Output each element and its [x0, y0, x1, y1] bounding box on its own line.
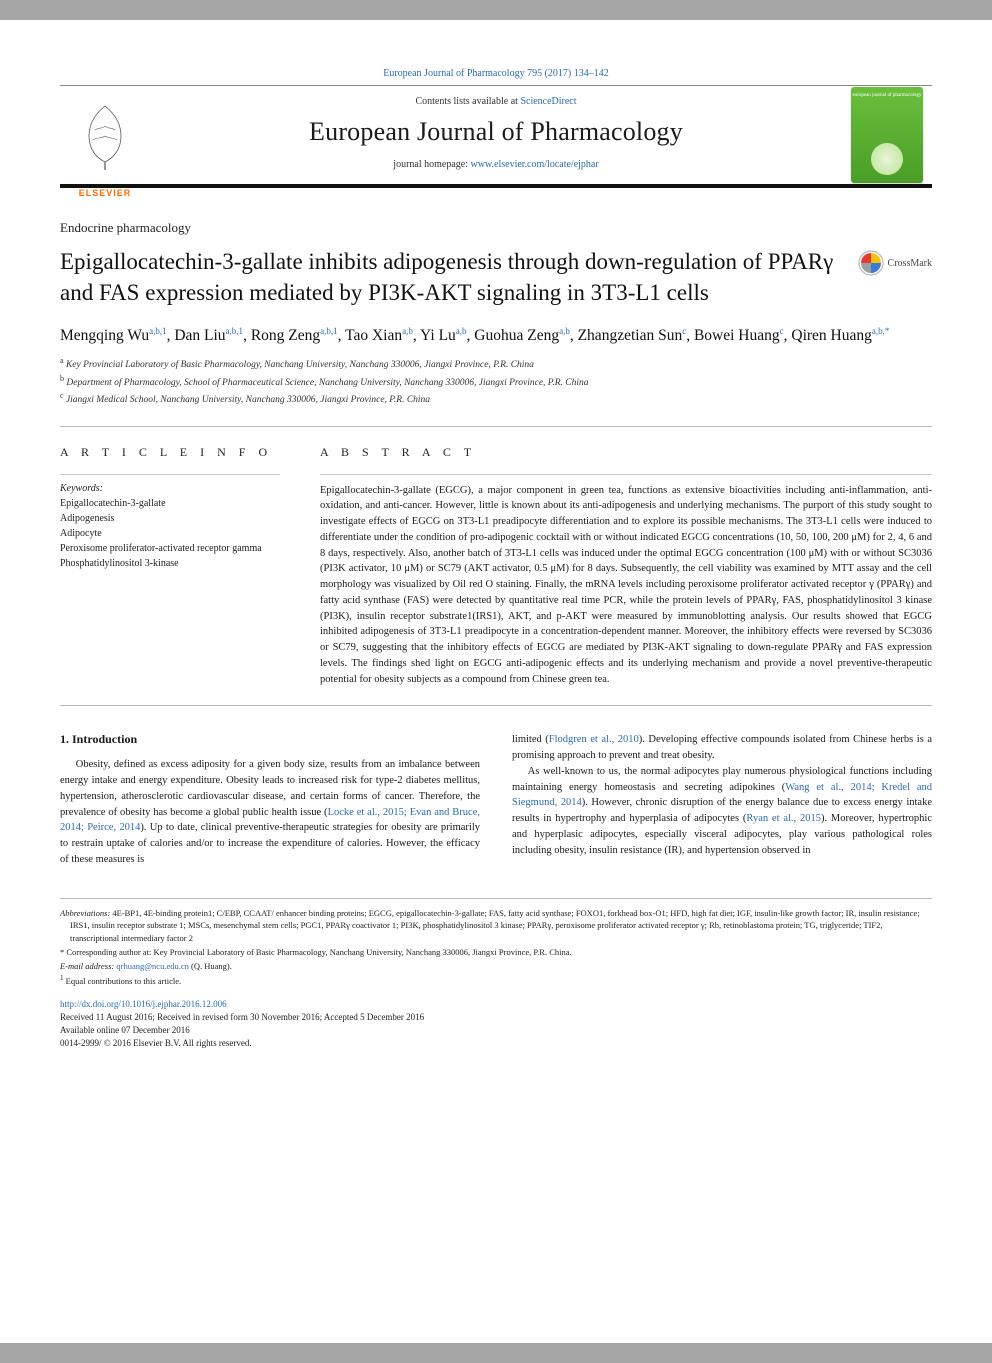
- author-list: Mengqing Wua,b,1, Dan Liua,b,1, Rong Zen…: [60, 324, 932, 347]
- history-line: Received 11 August 2016; Received in rev…: [60, 1011, 932, 1024]
- email-tail: (Q. Huang).: [189, 961, 232, 971]
- journal-name: European Journal of Pharmacology: [150, 117, 842, 147]
- keyword-item: Phosphatidylinositol 3-kinase: [60, 556, 280, 571]
- abbrev-text: 4E-BP1, 4E-binding protein1; C/EBP, CCAA…: [70, 908, 920, 944]
- cover-thumb-box: european journal of pharmacology: [842, 86, 932, 184]
- masthead-center: Contents lists available at ScienceDirec…: [150, 86, 842, 184]
- keyword-item: Adipogenesis: [60, 511, 280, 526]
- intro-text: limited (: [512, 734, 549, 745]
- abstract-col: A B S T R A C T Epigallocatechin-3-galla…: [320, 445, 932, 688]
- rule: [60, 426, 932, 427]
- article-title: Epigallocatechin-3-gallate inhibits adip…: [60, 246, 838, 308]
- citation-link[interactable]: Ryan et al., 2015: [746, 813, 821, 824]
- sciencedirect-link[interactable]: ScienceDirect: [520, 96, 576, 107]
- cover-text: european journal of pharmacology: [851, 93, 923, 99]
- history-line: 0014-2999/ © 2016 Elsevier B.V. All righ…: [60, 1037, 932, 1050]
- elsevier-wordmark-visible: ELSEVIER: [60, 188, 150, 198]
- sub-rule: [320, 474, 932, 475]
- masthead: Contents lists available at ScienceDirec…: [60, 85, 932, 188]
- equal-contrib-footnote: 1 Equal contributions to this article.: [60, 973, 932, 988]
- corr-text: Key Provincial Laboratory of Basic Pharm…: [153, 947, 571, 957]
- keyword-item: Epigallocatechin-3-gallate: [60, 496, 280, 511]
- rule: [60, 705, 932, 706]
- intro-heading: 1. Introduction: [60, 732, 480, 747]
- crossmark-label: CrossMark: [888, 258, 932, 269]
- section-label: Endocrine pharmacology: [60, 220, 932, 236]
- homepage-prefix: journal homepage:: [393, 159, 470, 170]
- journal-cover-thumb: european journal of pharmacology: [851, 87, 923, 183]
- intro-col-right: limited (Flodgren et al., 2010). Develop…: [512, 732, 932, 867]
- keyword-item: Peroxisome proliferator-activated recept…: [60, 541, 280, 556]
- issue-citation-link[interactable]: European Journal of Pharmacology 795 (20…: [60, 68, 932, 79]
- elsevier-tree-icon: [75, 96, 135, 174]
- affiliation-line: c Jiangxi Medical School, Nanchang Unive…: [60, 390, 932, 407]
- title-row: Epigallocatechin-3-gallate inhibits adip…: [60, 246, 932, 308]
- page: European Journal of Pharmacology 795 (20…: [0, 20, 992, 1343]
- sub-rule: [60, 474, 280, 475]
- doi-line: http://dx.doi.org/10.1016/j.ejphar.2016.…: [60, 998, 932, 1012]
- corr-label: * Corresponding author at:: [60, 947, 153, 957]
- intro-col-left: 1. Introduction Obesity, defined as exce…: [60, 732, 480, 867]
- keywords-label: Keywords:: [60, 483, 280, 494]
- email-link[interactable]: qrhuang@ncu.edu.cn: [116, 961, 189, 971]
- keyword-item: Adipocyte: [60, 526, 280, 541]
- abstract-heading: A B S T R A C T: [320, 445, 932, 460]
- abbrev-label: Abbreviations:: [60, 908, 110, 918]
- intro-paragraph: limited (Flodgren et al., 2010). Develop…: [512, 732, 932, 764]
- email-footnote: E-mail address: qrhuang@ncu.edu.cn (Q. H…: [60, 960, 932, 973]
- article-info-heading: A R T I C L E I N F O: [60, 445, 280, 460]
- doi-link[interactable]: http://dx.doi.org/10.1016/j.ejphar.2016.…: [60, 999, 227, 1009]
- affiliation-line: a Key Provincial Laboratory of Basic Pha…: [60, 355, 932, 372]
- intro-paragraph: Obesity, defined as excess adiposity for…: [60, 757, 480, 867]
- info-abstract-row: A R T I C L E I N F O Keywords: Epigallo…: [60, 445, 932, 688]
- affiliation-line: b Department of Pharmacology, School of …: [60, 373, 932, 390]
- abbreviations-footnote: Abbreviations: 4E-BP1, 4E-binding protei…: [60, 907, 932, 945]
- contents-prefix: Contents lists available at: [415, 96, 520, 107]
- crossmark-badge[interactable]: CrossMark: [858, 250, 932, 276]
- contents-line: Contents lists available at ScienceDirec…: [150, 96, 842, 107]
- affiliations: a Key Provincial Laboratory of Basic Pha…: [60, 355, 932, 407]
- corresponding-footnote: * Corresponding author at: Key Provincia…: [60, 946, 932, 959]
- publisher-logo-box: [60, 86, 150, 184]
- history-line: Available online 07 December 2016: [60, 1024, 932, 1037]
- footnotes: Abbreviations: 4E-BP1, 4E-binding protei…: [60, 898, 932, 1051]
- abstract-text: Epigallocatechin-3-gallate (EGCG), a maj…: [320, 483, 932, 688]
- crossmark-icon: [858, 250, 884, 276]
- email-label: E-mail address:: [60, 961, 116, 971]
- citation-link[interactable]: Flodgren et al., 2010: [549, 734, 639, 745]
- homepage-line: journal homepage: www.elsevier.com/locat…: [150, 159, 842, 170]
- intro-columns: 1. Introduction Obesity, defined as exce…: [60, 732, 932, 867]
- article-info-col: A R T I C L E I N F O Keywords: Epigallo…: [60, 445, 280, 688]
- homepage-link[interactable]: www.elsevier.com/locate/ejphar: [471, 159, 599, 170]
- intro-paragraph: As well-known to us, the normal adipocyt…: [512, 764, 932, 859]
- equal-text: Equal contributions to this article.: [64, 976, 182, 986]
